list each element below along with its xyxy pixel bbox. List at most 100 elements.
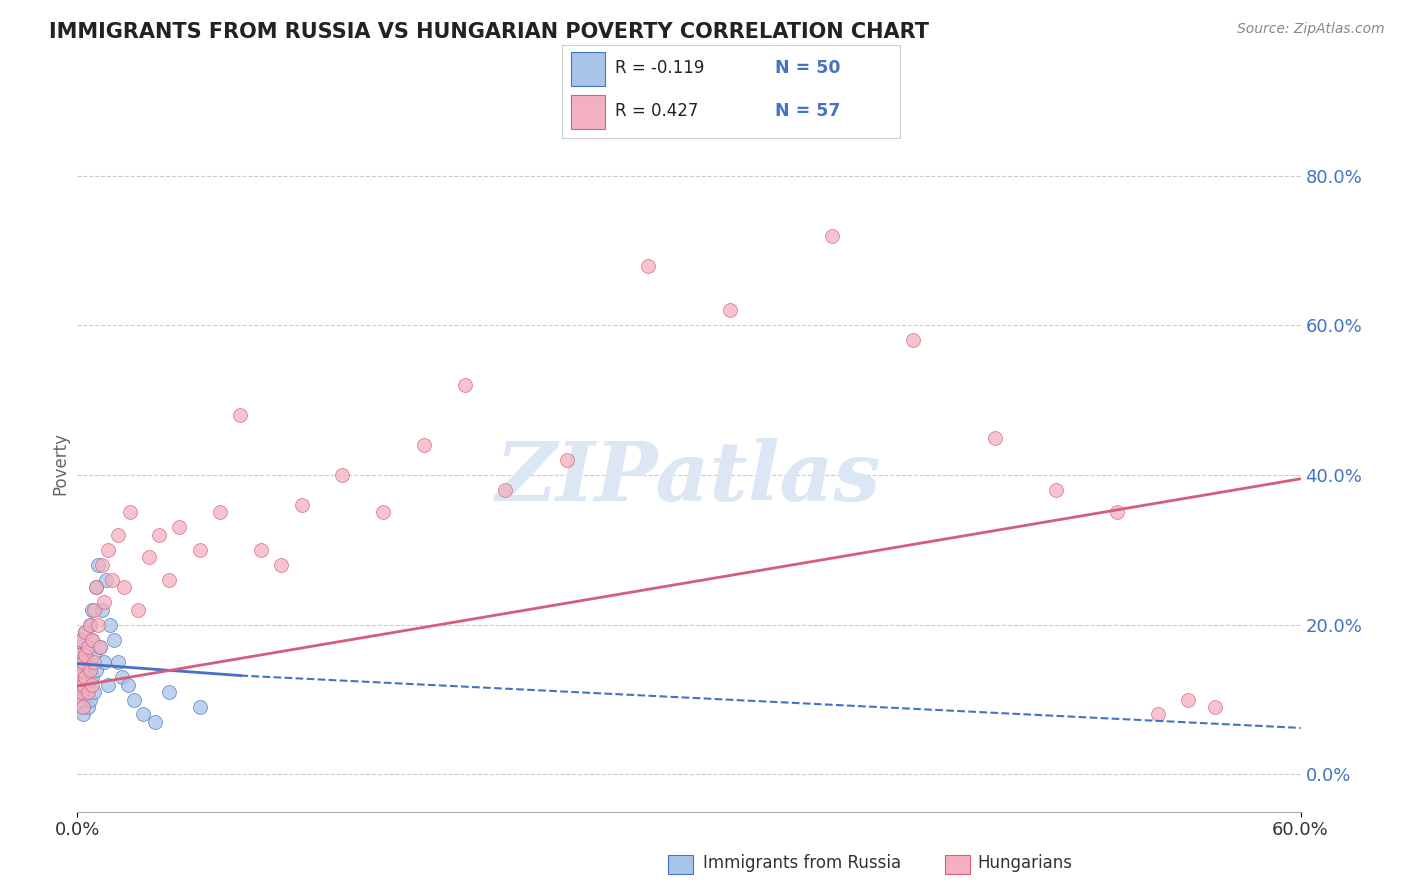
Point [70,685,93,699]
Point [72,655,94,669]
Point [70,670,93,684]
Point [903,334,925,348]
Point [70,663,93,677]
Point [67,640,90,654]
Point [454,378,477,392]
Point [75,625,97,640]
Point [75,685,97,699]
Text: N = 50: N = 50 [775,60,841,78]
Point [98,617,121,632]
Point [75,670,97,684]
Point [718,303,741,318]
Point [70,700,93,714]
FancyBboxPatch shape [571,52,605,86]
Point [76,663,98,677]
Point [76,700,98,714]
Point [80,603,103,617]
Point [67,648,90,662]
Point [117,677,139,691]
Point [79,663,101,677]
Point [984,431,1007,445]
Point [101,573,124,587]
Point [79,655,101,669]
Point [169,520,191,534]
Point [75,648,97,662]
Point [72,677,94,691]
Point [79,617,101,632]
Point [89,640,111,654]
Point [72,700,94,714]
Point [143,714,166,729]
Point [821,228,844,243]
Point [72,707,94,722]
Point [67,692,90,706]
Point [83,603,105,617]
Point [83,648,105,662]
Text: Hungarians: Hungarians [977,855,1073,872]
Text: IMMIGRANTS FROM RUSSIA VS HUNGARIAN POVERTY CORRELATION CHART: IMMIGRANTS FROM RUSSIA VS HUNGARIAN POVE… [49,22,929,42]
Point [188,700,211,714]
Point [124,692,146,706]
Point [67,670,90,684]
Y-axis label: Poverty: Poverty [51,433,69,495]
Point [76,677,98,691]
Point [70,648,93,662]
Point [80,670,103,684]
Point [93,655,115,669]
Point [97,542,120,557]
Point [148,528,170,542]
Point [413,438,436,452]
Point [70,632,93,647]
Text: Source: ZipAtlas.com: Source: ZipAtlas.com [1237,22,1385,37]
Point [89,640,111,654]
Point [67,670,90,684]
Point [270,558,292,572]
Text: N = 57: N = 57 [775,102,841,120]
Point [495,483,517,497]
Point [84,663,107,677]
Point [188,542,211,557]
Point [75,625,97,640]
Point [1107,506,1129,520]
Point [111,670,134,684]
Point [70,663,93,677]
Point [291,498,314,512]
Point [83,655,105,669]
Point [107,655,129,669]
Point [75,670,97,684]
Point [97,677,120,691]
Point [84,580,107,594]
Point [332,468,354,483]
Point [72,692,94,706]
Point [128,603,150,617]
Point [103,632,125,647]
Point [131,707,153,722]
Point [250,542,273,557]
Point [1045,483,1067,497]
Point [76,640,98,654]
Point [229,408,252,422]
Point [87,617,110,632]
Point [67,677,90,691]
Point [75,648,97,662]
Point [209,506,232,520]
Point [80,632,103,647]
Point [76,640,98,654]
Point [76,685,98,699]
Point [371,506,394,520]
Point [80,632,103,647]
Point [67,655,90,669]
Point [72,655,94,669]
Point [90,603,112,617]
Text: ZIPatlas: ZIPatlas [496,438,882,517]
Point [79,617,101,632]
Point [72,677,94,691]
Point [157,685,180,699]
Point [112,580,135,594]
Text: Immigrants from Russia: Immigrants from Russia [703,855,901,872]
Point [87,558,110,572]
Point [94,573,117,587]
Text: R = 0.427: R = 0.427 [614,102,697,120]
Point [90,558,112,572]
Text: R = -0.119: R = -0.119 [614,60,704,78]
